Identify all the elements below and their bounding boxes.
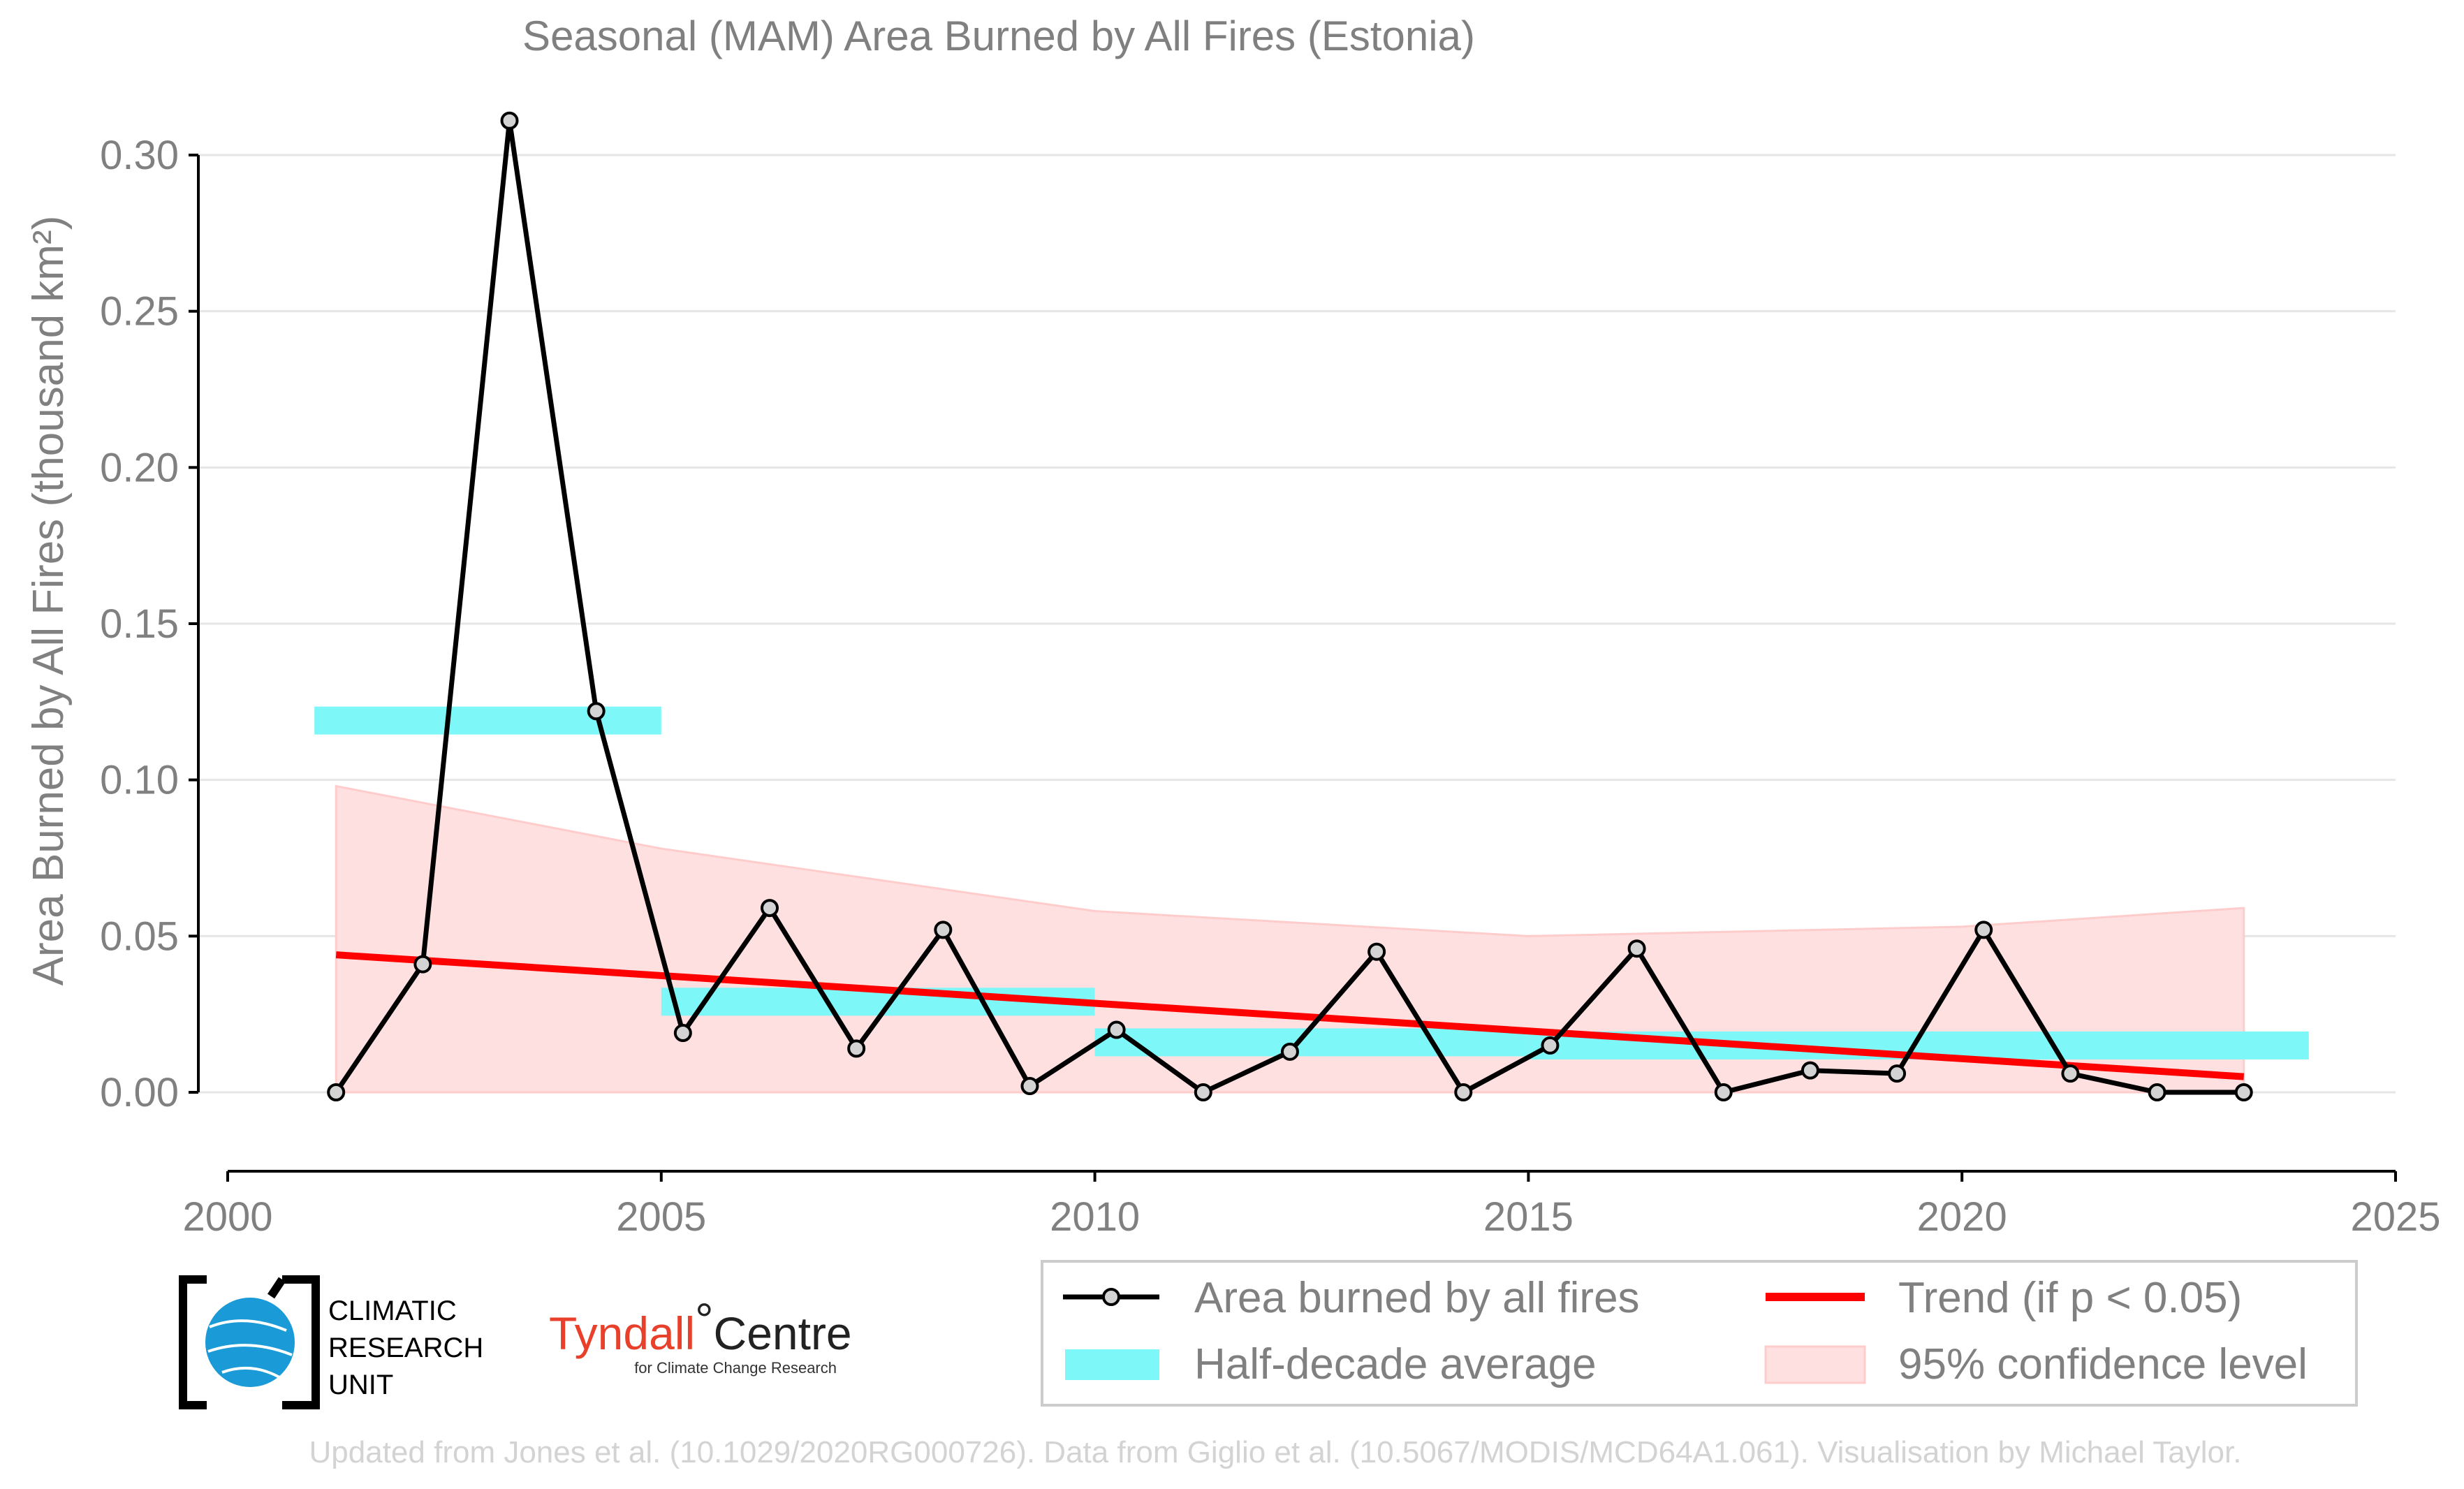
x-tick-label-4: 2020 [1917, 1194, 2007, 1240]
cru-text-line-3: UNIT [328, 1370, 393, 1400]
cru-text-line-1: CLIMATIC [328, 1296, 457, 1326]
data-point-1 [413, 955, 432, 974]
trend-line [335, 951, 2245, 1080]
legend-label-trend: Trend (if p < 0.05) [1898, 1274, 2242, 1322]
x-tick-label-5: 2025 [2350, 1194, 2440, 1240]
data-point-8 [1020, 1077, 1039, 1096]
data-point-5 [761, 899, 779, 918]
data-point-21 [2148, 1083, 2166, 1101]
half-decade-bar-2 [1094, 1028, 1529, 1057]
data-point-19 [1974, 920, 1993, 939]
data-point-14 [1541, 1036, 1560, 1055]
data-point-7 [934, 920, 953, 939]
y-tick-label-4: 0.20 [100, 445, 179, 490]
x-tick-label-2: 2010 [1050, 1194, 1140, 1240]
chart-title: Seasonal (MAM) Area Burned by All Fires … [522, 13, 1475, 59]
tyndall-degree: ° [695, 1293, 713, 1345]
tyndall-subtitle: for Climate Change Research [634, 1359, 837, 1377]
legend-swatch-confidence [1764, 1345, 1866, 1384]
data-point-17 [1801, 1061, 1819, 1080]
data-point-20 [2061, 1064, 2080, 1083]
y-tick-label-2: 0.10 [100, 758, 179, 803]
data-point-18 [1888, 1064, 1907, 1083]
data-point-10 [1194, 1083, 1212, 1101]
y-tick-label-3: 0.15 [100, 601, 179, 647]
y-tick-label-5: 0.25 [100, 289, 179, 335]
cru-globe-icon [205, 1298, 295, 1387]
data-point-6 [847, 1039, 866, 1058]
tyndall-centre: Centre [714, 1307, 852, 1359]
data-point-2 [500, 111, 519, 130]
tick-labels: 0.00 0.05 0.10 0.15 0.20 0.25 0.30 2000 2005 2010… [100, 133, 2440, 1240]
cru-text-line-2: RESEARCH [328, 1333, 483, 1363]
series-layer [327, 111, 2253, 1101]
data-point-9 [1107, 1020, 1126, 1039]
data-point-11 [1280, 1042, 1299, 1061]
data-point-0 [327, 1083, 346, 1101]
x-tick-label-1: 2005 [616, 1194, 706, 1240]
legend-label-half-decade: Half-decade average [1194, 1340, 1597, 1388]
cru-logo: CLIMATIC RESEARCH UNIT [179, 1275, 483, 1409]
cru-globe-swirl [207, 1319, 293, 1379]
data-point-4 [673, 1024, 692, 1043]
legend-box [1041, 1260, 2358, 1407]
data-point-12 [1367, 942, 1386, 961]
data-point-13 [1454, 1083, 1473, 1101]
y-tick-label-6: 0.30 [100, 133, 179, 178]
tyndall-wordmark: Tyndall°Centre [549, 1293, 852, 1359]
trend-layer [335, 951, 2245, 1080]
data-point-3 [587, 702, 606, 721]
x-tick-label-0: 2000 [182, 1194, 272, 1240]
legend-label-confidence: 95% confidence level [1898, 1340, 2308, 1388]
y-tick-label-0: 0.00 [100, 1070, 179, 1115]
legend-swatch-half-decade [1065, 1349, 1159, 1380]
cru-bracket-left [179, 1275, 207, 1409]
tyndall-logo: Tyndall°Centre for Climate Change Resear… [549, 1293, 852, 1377]
data-point-15 [1627, 939, 1646, 958]
footer-credit: Updated from Jones et al. (10.1029/2020R… [309, 1435, 2242, 1469]
legend-label-series: Area burned by all fires [1194, 1274, 1640, 1322]
data-point-16 [1714, 1083, 1733, 1101]
half-decade-bar-0 [314, 706, 661, 735]
cru-bracket-right [282, 1275, 320, 1409]
legend: Area burned by all fires Trend (if p < 0… [1041, 1260, 2358, 1407]
legend-swatch-series-marker [1102, 1288, 1120, 1306]
y-axis-label: Area Burned by All Fires (thousand km²) [24, 216, 73, 986]
y-tick-label-1: 0.05 [100, 914, 179, 959]
cru-bracket-slash [267, 1277, 286, 1299]
x-tick-label-3: 2015 [1483, 1194, 1574, 1240]
data-point-22 [2234, 1083, 2253, 1101]
tyndall-main: Tyndall [549, 1307, 695, 1359]
